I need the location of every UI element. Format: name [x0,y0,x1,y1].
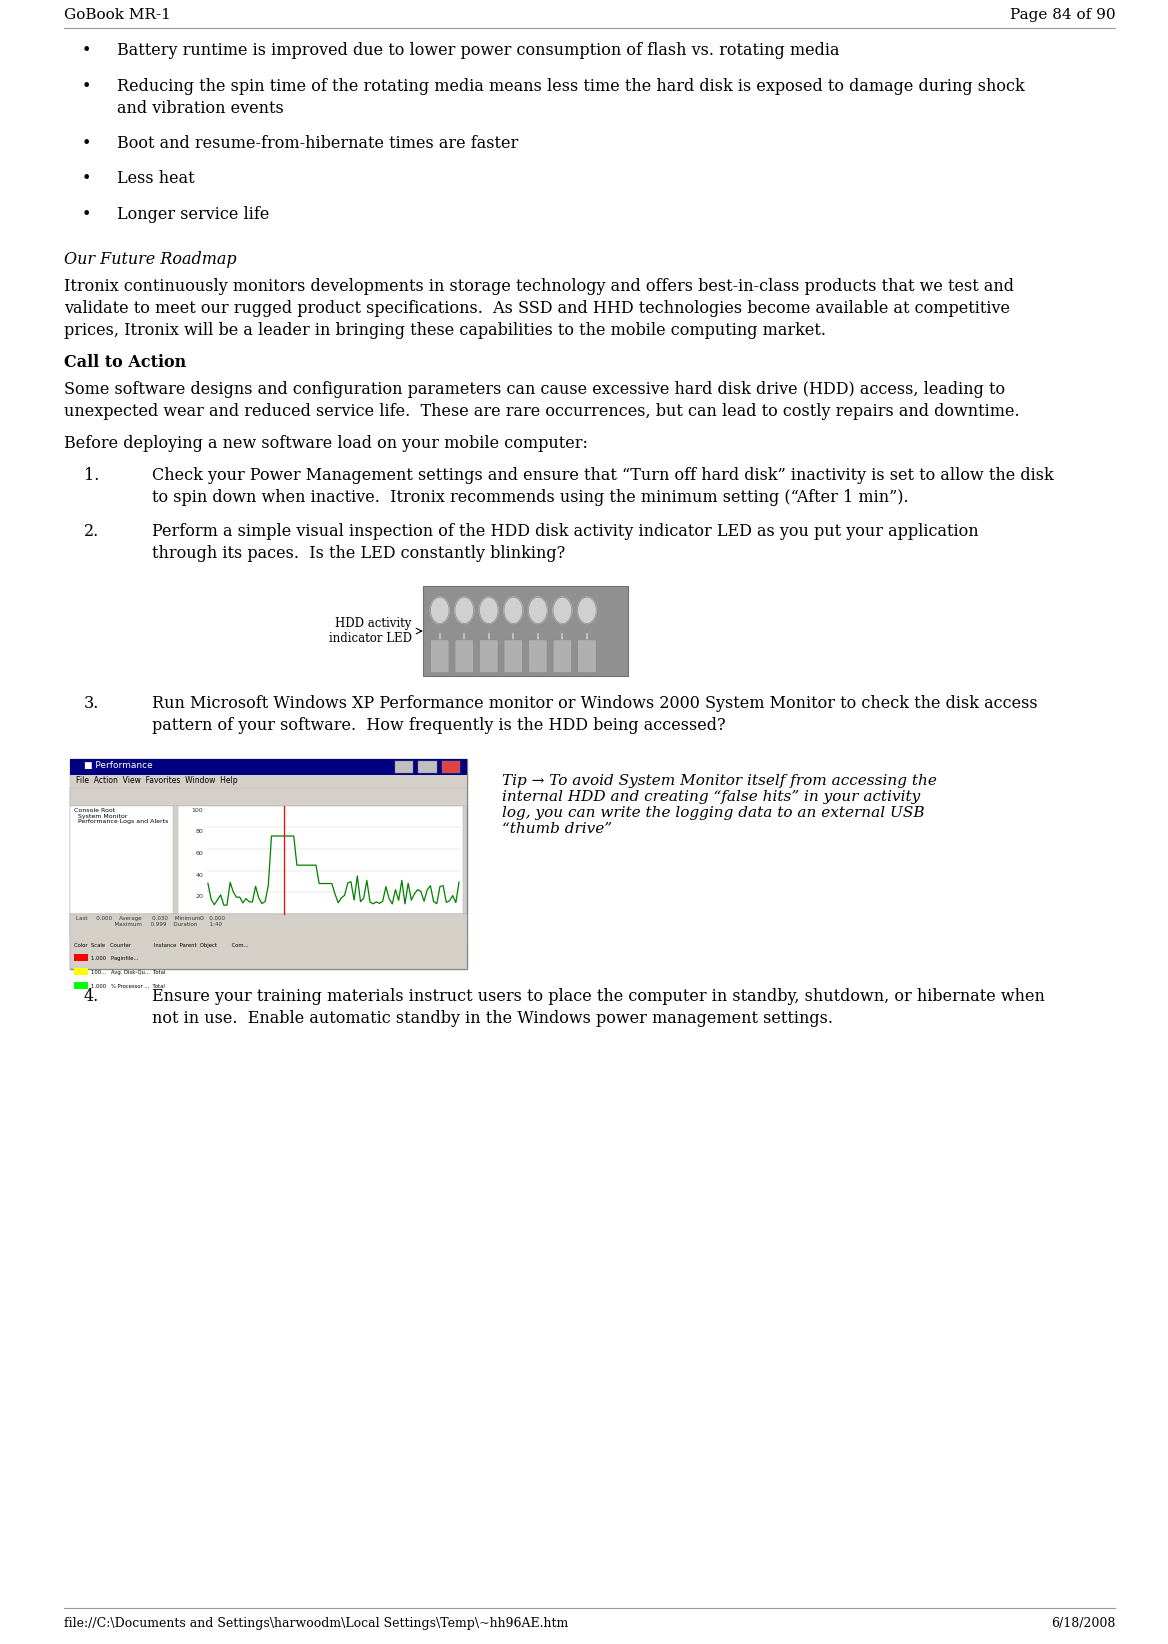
Text: Console Root
  System Monitor
  Performance Logs and Alerts: Console Root System Monitor Performance … [74,807,168,824]
Text: Our Future Roadmap: Our Future Roadmap [64,250,237,268]
Circle shape [577,597,597,623]
Text: through its paces.  Is the LED constantly blinking?: through its paces. Is the LED constantly… [152,544,565,562]
FancyBboxPatch shape [74,954,88,960]
Text: Battery runtime is improved due to lower power consumption of flash vs. rotating: Battery runtime is improved due to lower… [117,43,840,59]
FancyBboxPatch shape [529,640,547,672]
Circle shape [554,597,572,623]
FancyBboxPatch shape [70,774,467,787]
Text: validate to meet our rugged product specifications.  As SSD and HHD technologies: validate to meet our rugged product spec… [64,301,1010,317]
Text: 60: 60 [195,852,203,857]
Circle shape [528,597,547,623]
FancyBboxPatch shape [70,806,173,914]
Text: 0: 0 [200,916,203,921]
Text: Color  Scale   Counter              Instance  Parent  Object         Com...: Color Scale Counter Instance Parent Obje… [74,942,248,949]
Text: Itronix continuously monitors developments in storage technology and offers best: Itronix continuously monitors developmen… [64,278,1014,294]
Text: and vibration events: and vibration events [117,100,284,117]
Text: Check your Power Management settings and ensure that “Turn off hard disk” inacti: Check your Power Management settings and… [152,467,1054,483]
FancyBboxPatch shape [554,640,572,672]
Text: File  Action  View  Favorites  Window  Help: File Action View Favorites Window Help [76,776,237,784]
FancyBboxPatch shape [178,806,463,914]
Text: •: • [82,77,91,95]
Text: •: • [82,43,91,59]
Text: Before deploying a new software load on your mobile computer:: Before deploying a new software load on … [64,436,589,452]
Text: prices, Itronix will be a leader in bringing these capabilities to the mobile co: prices, Itronix will be a leader in brin… [64,322,826,339]
FancyBboxPatch shape [418,761,437,773]
Text: to spin down when inactive.  Itronix recommends using the minimum setting (“Afte: to spin down when inactive. Itronix reco… [152,488,924,506]
Text: 4.: 4. [84,988,99,1004]
FancyBboxPatch shape [70,787,467,806]
FancyBboxPatch shape [70,760,467,774]
Text: Ensure your training materials instruct users to place the computer in standby, : Ensure your training materials instruct … [152,988,1044,1004]
Text: Boot and resume-from-hibernate times are faster: Boot and resume-from-hibernate times are… [117,135,519,151]
FancyBboxPatch shape [70,760,467,968]
Text: 1.: 1. [84,467,99,483]
FancyBboxPatch shape [74,981,88,988]
Text: Reducing the spin time of the rotating media means less time the hard disk is ex: Reducing the spin time of the rotating m… [117,77,1024,95]
Text: Call to Action: Call to Action [64,353,187,372]
FancyBboxPatch shape [505,640,523,672]
Text: Some software designs and configuration parameters can cause excessive hard disk: Some software designs and configuration … [64,381,1006,398]
Text: 100...   Avg. Disk-Qu...  Total: 100... Avg. Disk-Qu... Total [91,970,166,975]
Text: GoBook MR-1: GoBook MR-1 [64,8,172,21]
Circle shape [431,597,449,623]
Text: HDD activity
indicator LED: HDD activity indicator LED [328,616,411,644]
Text: 3.: 3. [84,695,99,712]
Text: Perform a simple visual inspection of the HDD disk activity indicator LED as you: Perform a simple visual inspection of th… [152,523,979,539]
Text: unexpected wear and reduced service life.  These are rare occurrences, but can l: unexpected wear and reduced service life… [64,403,1020,421]
Text: •: • [82,171,91,187]
Text: 1.000   Paginfile...: 1.000 Paginfile... [91,955,139,960]
FancyBboxPatch shape [456,640,474,672]
Text: pattern of your software.  How frequently is the HDD being accessed?: pattern of your software. How frequently… [152,717,741,735]
Text: ■ Performance: ■ Performance [84,761,153,769]
FancyBboxPatch shape [442,761,460,773]
FancyBboxPatch shape [70,914,467,942]
Text: Less heat: Less heat [117,171,194,187]
FancyBboxPatch shape [74,968,88,975]
Text: file://C:\Documents and Settings\harwoodm\Local Settings\Temp\~hh96AE.htm: file://C:\Documents and Settings\harwood… [64,1618,569,1629]
Text: 40: 40 [195,873,203,878]
FancyBboxPatch shape [423,585,628,676]
Text: Tip → To avoid System Monitor itself from accessing the
internal HDD and creatin: Tip → To avoid System Monitor itself fro… [502,774,937,837]
Text: not in use.  Enable automatic standby in the Windows power management settings.: not in use. Enable automatic standby in … [152,1009,833,1028]
Circle shape [456,597,474,623]
Text: 6/18/2008: 6/18/2008 [1051,1618,1115,1629]
Text: 20: 20 [195,894,203,899]
FancyBboxPatch shape [577,640,597,672]
Text: 80: 80 [195,829,203,835]
Text: Last     0.000    Average      0.030    Minimum     0.000
                      : Last 0.000 Average 0.030 Minimum 0.000 [76,916,225,927]
Text: •: • [82,206,91,222]
Text: •: • [82,135,91,151]
Circle shape [480,597,498,623]
Text: Run Microsoft Windows XP Performance monitor or Windows 2000 System Monitor to c: Run Microsoft Windows XP Performance mon… [152,695,1037,712]
Text: Page 84 of 90: Page 84 of 90 [1010,8,1115,21]
Text: 1.000   % Processor ...  Total: 1.000 % Processor ... Total [91,983,165,988]
FancyBboxPatch shape [431,640,449,672]
Text: 2.: 2. [84,523,99,539]
FancyBboxPatch shape [395,761,413,773]
Text: 100: 100 [192,807,203,812]
FancyBboxPatch shape [480,640,498,672]
Circle shape [503,597,523,623]
Text: Longer service life: Longer service life [117,206,269,222]
FancyBboxPatch shape [70,914,467,968]
